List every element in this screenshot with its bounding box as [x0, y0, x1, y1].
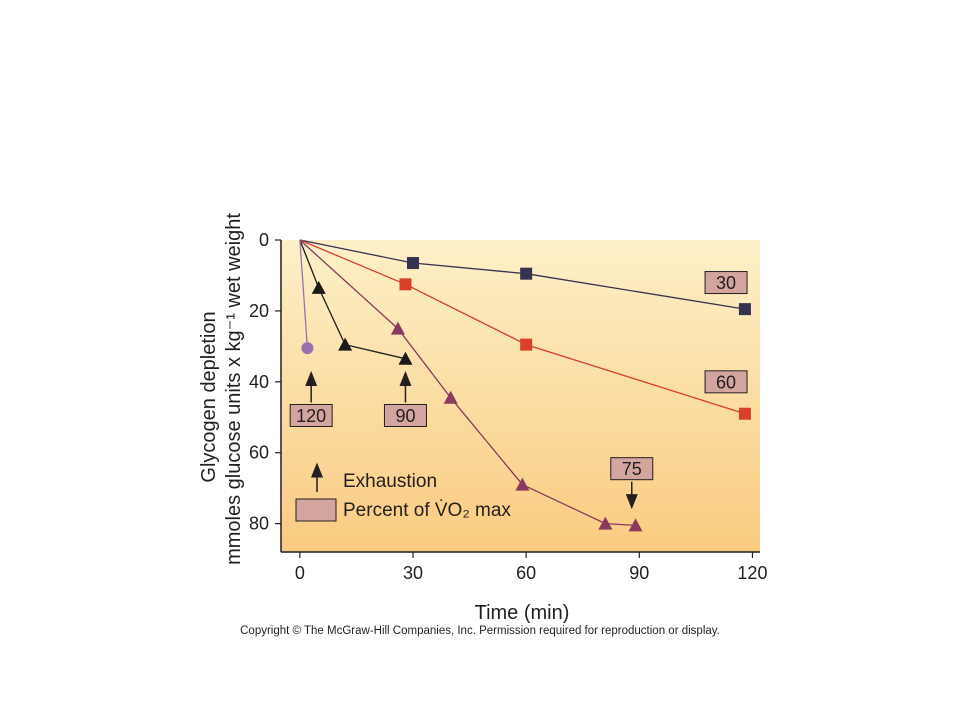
percent-label-box: [383, 404, 427, 427]
series-lines: [299, 239, 746, 527]
y-tick-label: 0: [259, 230, 269, 250]
percent-label: 120: [296, 406, 326, 426]
x-tick-label: 90: [629, 563, 649, 583]
data-point-square: [399, 278, 412, 291]
copyright-notice: Copyright © The McGraw-Hill Companies, I…: [240, 625, 720, 637]
percent-label-box: [610, 457, 654, 481]
plot-background: [281, 240, 760, 552]
x-tick-label: 120: [737, 563, 767, 583]
data-point-triangle: [628, 518, 643, 532]
y-tick-label: 80: [249, 514, 269, 534]
data-point-triangle: [311, 280, 326, 294]
data-point-square: [520, 338, 533, 351]
percent-label-box: [704, 370, 748, 394]
data-point-square: [738, 407, 751, 420]
percent-label: 30: [716, 273, 736, 293]
data-point-square: [520, 267, 533, 280]
series-line-30: [299, 239, 746, 310]
series-line-90: [299, 239, 406, 360]
y-axis-title-line1: Glycogen depletion: [198, 311, 220, 482]
data-point-triangle: [390, 321, 405, 335]
legend: Exhaustion Percent of V̇O₂ max: [295, 462, 511, 522]
x-tick-label: 60: [516, 563, 536, 583]
percent-label-box: [704, 271, 748, 295]
axes: 0 20 40 60 80 0 30 60 90 120: [249, 230, 768, 583]
percent-label: 60: [716, 372, 736, 392]
legend-percent-label: Percent of V̇O₂ max: [343, 500, 511, 521]
percent-label: 90: [395, 406, 415, 426]
x-tick-label: 0: [295, 563, 305, 583]
y-tick-label: 60: [249, 443, 269, 463]
series-line-120: [299, 239, 309, 349]
data-point-triangle: [338, 337, 353, 351]
percent-label-box: [289, 404, 333, 427]
data-point-triangle: [398, 351, 413, 365]
y-axis-title-line2: mmoles glucose units x kg⁻¹ wet weight: [223, 213, 245, 565]
data-point-triangle: [515, 477, 530, 491]
x-tick-label: 30: [403, 563, 423, 583]
legend-exhaustion-label: Exhaustion: [343, 471, 437, 492]
legend-percent-swatch: [295, 498, 337, 522]
data-point-square: [407, 257, 420, 270]
data-point-triangle: [443, 390, 458, 404]
data-points: [301, 257, 751, 532]
data-point-square: [738, 303, 751, 316]
data-point-circle: [301, 342, 314, 355]
x-axis-title: Time (min): [475, 602, 570, 624]
y-tick-label: 40: [249, 372, 269, 392]
annotations: 30 60 75 90 120: [289, 271, 748, 510]
series-line-60: [299, 239, 746, 415]
percent-label: 75: [622, 459, 642, 479]
data-point-triangle: [598, 516, 613, 530]
y-tick-label: 20: [249, 301, 269, 321]
series-line-75: [299, 239, 636, 527]
